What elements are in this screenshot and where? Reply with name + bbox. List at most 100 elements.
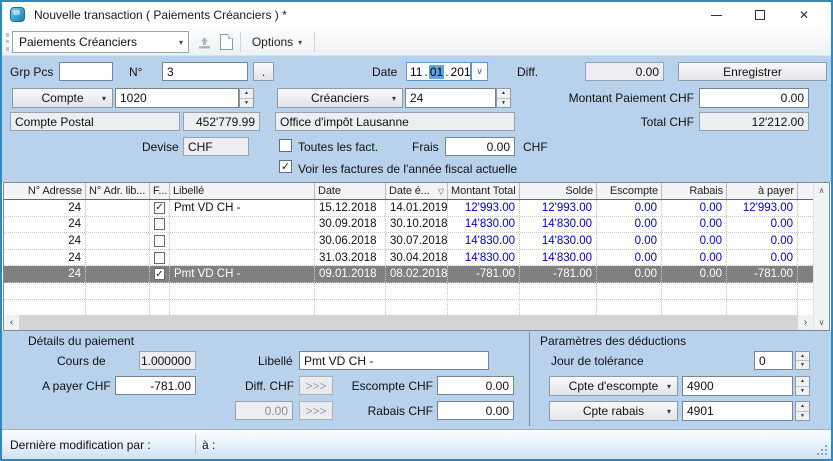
- column-header-montant[interactable]: Montant Total: [448, 183, 520, 199]
- scroll-down-icon[interactable]: ∨: [818, 318, 825, 327]
- a-payer-input[interactable]: [115, 376, 196, 395]
- table-row[interactable]: 24 30.06.2018 30.07.2018 14'830.00 14'830.00…: [4, 233, 813, 250]
- row-checkbox[interactable]: [154, 251, 165, 264]
- panel-divider: [529, 332, 530, 426]
- cpte-escompte-spinner[interactable]: ▲ ▼: [795, 376, 810, 396]
- chevron-down-icon: ▾: [391, 93, 396, 103]
- spin-down-icon[interactable]: ▼: [244, 99, 249, 106]
- maximize-icon: [755, 10, 765, 20]
- cpte-rabais-dropdown-button[interactable]: Cpte rabais ▾: [549, 401, 678, 421]
- grp-pcs-input[interactable]: [59, 62, 113, 81]
- cell-solde: [520, 282, 597, 299]
- toolbar-grip[interactable]: [6, 33, 9, 51]
- minimize-button[interactable]: [695, 2, 737, 28]
- column-header-fac[interactable]: F...: [150, 183, 170, 199]
- scroll-left-icon[interactable]: ‹: [4, 315, 19, 330]
- spin-up-icon[interactable]: ▲: [796, 402, 809, 412]
- table-row[interactable]: 24 31.03.2018 30.04.2018 14'830.00 14'830.00…: [4, 249, 813, 267]
- cell-rabais: 0.00: [662, 216, 727, 233]
- spin-down-icon[interactable]: ▼: [501, 99, 506, 106]
- date-day[interactable]: 11: [410, 64, 423, 79]
- cell-a_payer: 12'993.00: [727, 200, 798, 216]
- montant-paiement-input[interactable]: [699, 88, 809, 108]
- cell-a_payer: 0.00: [727, 249, 798, 266]
- vertical-scrollbar[interactable]: ∧ ∨: [813, 183, 829, 330]
- column-label: N° Adr. lib...: [89, 185, 146, 197]
- no-input[interactable]: [162, 62, 248, 81]
- jour-tolerance-input[interactable]: [754, 351, 793, 370]
- date-dropdown-button[interactable]: ∨: [471, 62, 488, 81]
- creanciers-spinner[interactable]: ▲ ▼: [496, 88, 511, 108]
- column-label: Solde: [565, 185, 593, 197]
- creanciers-dropdown-button[interactable]: Créanciers ▾: [277, 88, 403, 108]
- preset-combobox[interactable]: Paiements Créanciers ▾: [12, 31, 189, 53]
- cell-montant: 14'830.00: [448, 216, 520, 233]
- column-header-escompte[interactable]: Escompte: [597, 183, 662, 199]
- resize-grip-icon[interactable]: [817, 445, 827, 455]
- column-header-adresse[interactable]: N° Adresse: [4, 183, 86, 199]
- cpte-rabais-input[interactable]: [682, 401, 793, 421]
- cell-a_payer: -781.00: [727, 266, 798, 282]
- cell-a_payer: [727, 299, 798, 315]
- spin-up-icon[interactable]: ▲: [497, 89, 510, 99]
- close-button[interactable]: ✕: [783, 2, 825, 28]
- date-field[interactable]: 11 . 01 . 2019: [406, 62, 477, 81]
- compte-input[interactable]: [115, 88, 239, 108]
- column-header-date[interactable]: Date: [315, 183, 386, 199]
- cell-escompte: 0.00: [597, 266, 662, 282]
- cell-adresse: [4, 299, 86, 315]
- spin-down-icon[interactable]: ▼: [800, 412, 805, 419]
- libelle-input[interactable]: [299, 351, 489, 370]
- modified-at-label: à :: [202, 438, 216, 452]
- cpte-escompte-input[interactable]: [682, 376, 793, 396]
- cell-solde: 12'993.00: [520, 200, 597, 216]
- cell-libelle: [170, 233, 315, 249]
- scroll-up-icon[interactable]: ∧: [818, 186, 825, 195]
- column-header-solde[interactable]: Solde: [520, 183, 597, 199]
- column-header-a_payer[interactable]: à payer: [727, 183, 798, 199]
- frais-input[interactable]: [445, 137, 515, 156]
- rabais-input[interactable]: [437, 401, 514, 420]
- cell-fac: [150, 216, 170, 233]
- row-checkbox[interactable]: ✓: [154, 268, 165, 281]
- table-row[interactable]: 24 30.09.2018 30.10.2018 14'830.00 14'830.00…: [4, 216, 813, 234]
- row-checkbox[interactable]: ✓: [154, 201, 165, 214]
- transfer-diff2-button: >>>: [299, 401, 333, 420]
- cell-escompte: 0.00: [597, 233, 662, 249]
- column-header-adr_lib[interactable]: N° Adr. lib...: [86, 183, 150, 199]
- spin-down-icon[interactable]: ▼: [800, 387, 805, 394]
- enregistrer-button[interactable]: Enregistrer: [678, 62, 827, 81]
- date-year[interactable]: 2019: [450, 64, 478, 79]
- cell-adr_lib: [86, 282, 150, 299]
- cell-libelle: [170, 282, 315, 299]
- dot-button[interactable]: .: [253, 62, 274, 81]
- date-month[interactable]: 01: [428, 64, 445, 79]
- compte-spinner[interactable]: ▲ ▼: [239, 88, 254, 108]
- spin-up-icon[interactable]: ▲: [796, 352, 809, 361]
- row-checkbox[interactable]: [154, 234, 165, 247]
- table-row[interactable]: 24 ✓ Pmt VD CH -15.12.2018 14.01.2019 12'993…: [4, 200, 813, 217]
- spin-up-icon[interactable]: ▲: [240, 89, 253, 99]
- creanciers-input[interactable]: [405, 88, 496, 108]
- column-header-rabais[interactable]: Rabais: [662, 183, 727, 199]
- cpte-rabais-spinner[interactable]: ▲ ▼: [795, 401, 810, 421]
- new-transaction-button[interactable]: [215, 31, 237, 53]
- maximize-button[interactable]: [739, 2, 781, 28]
- scroll-right-icon[interactable]: ›: [798, 315, 813, 330]
- cpte-escompte-dropdown-button[interactable]: Cpte d'escompte ▾: [549, 376, 678, 396]
- jour-tolerance-spinner[interactable]: ▲ ▼: [795, 351, 810, 370]
- spin-down-icon[interactable]: ▼: [800, 362, 805, 368]
- row-checkbox[interactable]: [154, 218, 165, 231]
- table-row[interactable]: 24 ✓ Pmt VD CH -09.01.2018 08.02.2018 -781.0…: [4, 266, 813, 283]
- column-label: Escompte: [609, 185, 658, 197]
- voir-factures-checkbox[interactable]: ✓: [279, 160, 292, 173]
- compte-dropdown-button[interactable]: Compte ▾: [12, 88, 113, 108]
- horizontal-scrollbar[interactable]: ‹ ›: [4, 315, 813, 330]
- cell-adresse: [4, 282, 86, 299]
- toutes-fact-checkbox[interactable]: [279, 139, 292, 152]
- spin-up-icon[interactable]: ▲: [796, 377, 809, 387]
- column-header-libelle[interactable]: Libellé: [170, 183, 315, 199]
- column-header-date_e[interactable]: Date é... ▽: [386, 183, 448, 199]
- options-button[interactable]: Options ▾: [246, 31, 308, 53]
- escompte-input[interactable]: [437, 376, 514, 395]
